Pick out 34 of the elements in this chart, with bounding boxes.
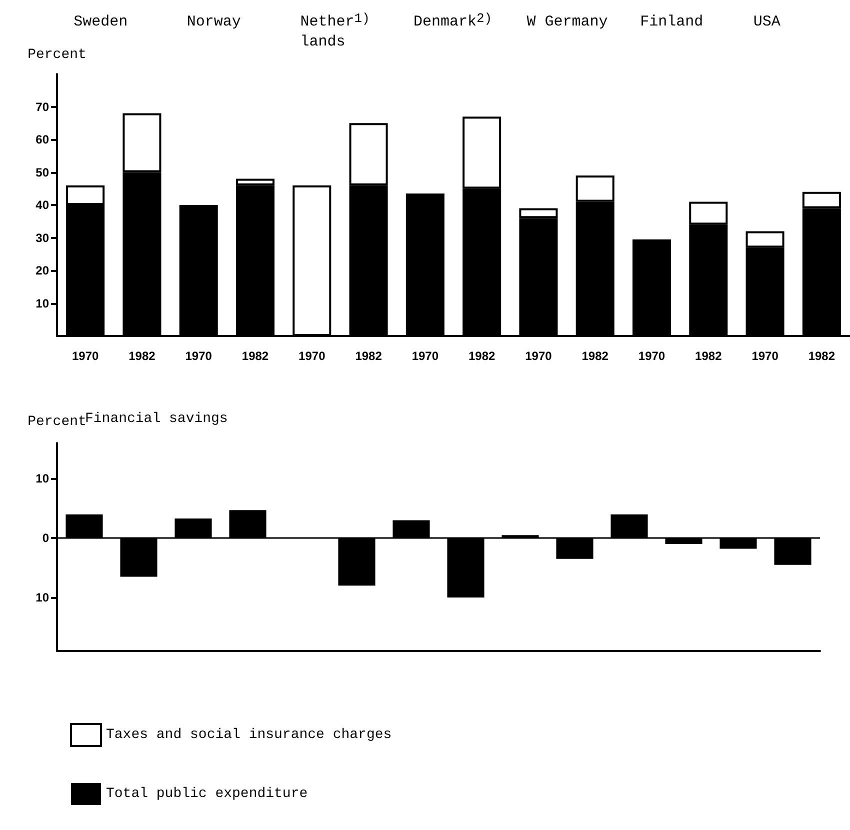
x-tick-label: 1970 <box>638 349 666 363</box>
x-tick-label: 1982 <box>128 349 156 363</box>
y-tick-label: 70 <box>36 100 50 114</box>
text: Norway <box>186 14 241 30</box>
x-tick-label: 1982 <box>808 349 836 363</box>
y-tick-label: 10 <box>36 590 50 605</box>
y-axis-title: Percent <box>28 414 86 430</box>
text: Sweden <box>74 14 128 30</box>
y-tick-label: 40 <box>36 198 50 212</box>
legend-label: Total public expenditure <box>106 786 308 802</box>
text: Finland <box>640 14 704 30</box>
x-tick-label: 1970 <box>525 349 552 363</box>
chart-title: Financial savings <box>85 411 228 427</box>
y-tick-label: 50 <box>36 165 50 180</box>
x-tick-label: 1970 <box>185 349 212 363</box>
legend-label: Taxes and social insurance charges <box>106 727 392 743</box>
x-tick-label: 1982 <box>242 349 269 363</box>
x-tick-label: 1970 <box>298 349 326 363</box>
y-tick-label: 60 <box>36 132 50 146</box>
y-tick-label: 30 <box>36 230 50 245</box>
y-tick-label: 20 <box>36 264 50 278</box>
y-tick-label: 10 <box>36 296 50 310</box>
x-tick-label: 1970 <box>752 349 779 363</box>
text: W Germany <box>526 14 608 30</box>
text: USA <box>753 14 780 30</box>
x-tick-label: 1970 <box>72 349 99 363</box>
y-tick-label: 10 <box>36 472 50 486</box>
y-tick-label: 0 <box>42 531 50 546</box>
x-tick-label: 1982 <box>355 349 382 363</box>
x-tick-label: 1982 <box>582 349 609 363</box>
y-axis-title: Percent <box>28 47 86 63</box>
x-tick-label: 1982 <box>468 349 496 363</box>
x-tick-label: 1970 <box>412 349 439 363</box>
x-tick-label: 1982 <box>695 349 722 363</box>
